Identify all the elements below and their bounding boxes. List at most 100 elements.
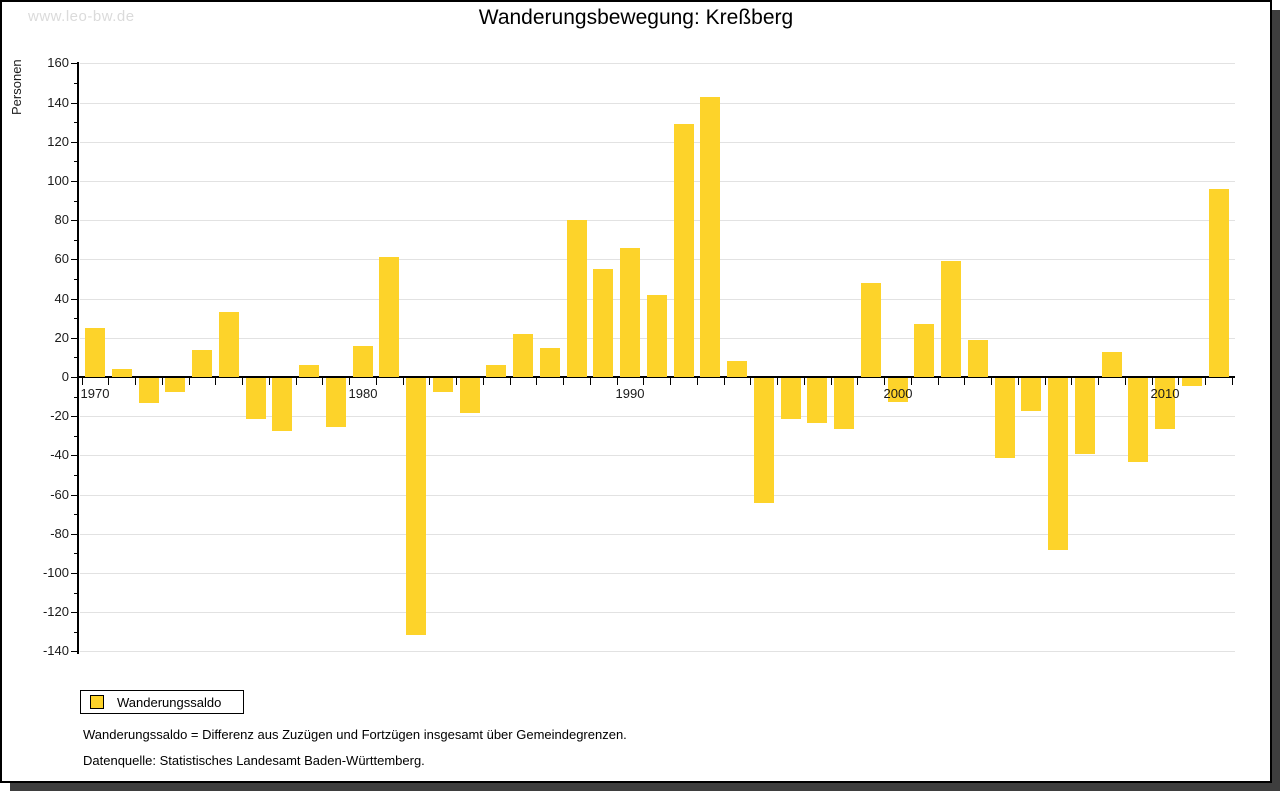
y-axis xyxy=(77,62,79,654)
x-tick-12 xyxy=(403,378,404,385)
bar-1984 xyxy=(460,378,480,413)
watermark: www.leo-bw.de xyxy=(28,8,135,25)
x-tick-19 xyxy=(590,378,591,385)
footnote-definition: Wanderungssaldo = Differenz aus Zuzügen … xyxy=(83,727,627,742)
bar-2004 xyxy=(995,378,1015,458)
x-tick-20 xyxy=(617,378,618,385)
x-tick-18 xyxy=(563,378,564,385)
x-tick-10 xyxy=(349,378,350,385)
bar-1975 xyxy=(219,312,239,377)
y-minor-tick-10 xyxy=(74,357,78,358)
y-tick-label-40: 40 xyxy=(54,291,69,306)
bar-1983 xyxy=(433,378,453,392)
bar-2000 xyxy=(888,378,908,402)
y-tick-60 xyxy=(71,259,78,260)
x-tick-36 xyxy=(1045,378,1046,385)
y-tick-label-140: 140 xyxy=(47,95,69,110)
x-tick-23 xyxy=(697,378,698,385)
x-tick-8 xyxy=(296,378,297,385)
y-tick-40 xyxy=(71,299,78,300)
x-tick-4 xyxy=(189,378,190,385)
x-tick-5 xyxy=(215,378,216,385)
x-tick-3 xyxy=(162,378,163,385)
y-tick-label--40: -40 xyxy=(50,447,69,462)
y-tick-label-100: 100 xyxy=(47,173,69,188)
x-tick-32 xyxy=(938,378,939,385)
bar-1973 xyxy=(165,378,185,392)
y-minor-tick-90 xyxy=(74,201,78,202)
legend-label: Wanderungssaldo xyxy=(117,694,222,710)
y-tick-label--80: -80 xyxy=(50,526,69,541)
y-minor-tick--110 xyxy=(74,593,78,594)
x-tick-38 xyxy=(1098,378,1099,385)
gridline--60 xyxy=(80,495,1235,496)
x-tick-2 xyxy=(135,378,136,385)
y-minor-tick--70 xyxy=(74,514,78,515)
x-tick-label-2000: 2000 xyxy=(883,386,913,401)
x-tick-label-1980: 1980 xyxy=(348,386,378,401)
y-tick--40 xyxy=(71,455,78,456)
y-tick--80 xyxy=(71,534,78,535)
y-tick-label-0: 0 xyxy=(61,369,69,384)
y-minor-tick-30 xyxy=(74,318,78,319)
y-tick-120 xyxy=(71,142,78,143)
window-shadow-bottom xyxy=(10,783,1280,791)
bar-1972 xyxy=(139,378,159,403)
bar-1987 xyxy=(540,348,560,377)
gridline--40 xyxy=(80,455,1235,456)
x-tick-28 xyxy=(831,378,832,385)
gridline-140 xyxy=(80,103,1235,104)
y-minor-tick-110 xyxy=(74,161,78,162)
bar-1997 xyxy=(807,378,827,423)
y-tick-label--60: -60 xyxy=(50,487,69,502)
bar-2007 xyxy=(1075,378,1095,454)
x-tick-15 xyxy=(483,378,484,385)
gridline--80 xyxy=(80,534,1235,535)
bar-2002 xyxy=(941,261,961,377)
y-minor-tick--130 xyxy=(74,632,78,633)
y-tick-0 xyxy=(71,377,78,378)
x-tick-35 xyxy=(1018,378,1019,385)
bar-2001 xyxy=(914,324,934,377)
bar-1999 xyxy=(861,283,881,377)
x-tick-1 xyxy=(108,378,109,385)
gridline-120 xyxy=(80,142,1235,143)
x-tick-label-1990: 1990 xyxy=(615,386,645,401)
y-tick-100 xyxy=(71,181,78,182)
bar-1990 xyxy=(620,248,640,377)
bar-2006 xyxy=(1048,378,1068,550)
gridline-160 xyxy=(80,63,1235,64)
x-tick-7 xyxy=(269,378,270,385)
bar-1991 xyxy=(647,295,667,377)
x-tick-24 xyxy=(724,378,725,385)
y-tick-160 xyxy=(71,63,78,64)
x-tick-17 xyxy=(536,378,537,385)
bar-1979 xyxy=(326,378,346,427)
x-tick-9 xyxy=(322,378,323,385)
x-tick-27 xyxy=(804,378,805,385)
gridline--120 xyxy=(80,612,1235,613)
y-minor-tick--10 xyxy=(74,397,78,398)
gridline--140 xyxy=(80,651,1235,652)
gridline-80 xyxy=(80,220,1235,221)
x-tick-39 xyxy=(1125,378,1126,385)
y-minor-tick-70 xyxy=(74,240,78,241)
x-tick-11 xyxy=(376,378,377,385)
x-tick-41 xyxy=(1178,378,1179,385)
y-minor-tick--50 xyxy=(74,475,78,476)
x-tick-13 xyxy=(429,378,430,385)
bar-1982 xyxy=(406,378,426,635)
bar-1995 xyxy=(754,378,774,503)
x-tick-6 xyxy=(242,378,243,385)
x-tick-31 xyxy=(911,378,912,385)
bar-1993 xyxy=(700,97,720,377)
bar-1977 xyxy=(272,378,292,431)
x-tick-40 xyxy=(1152,378,1153,385)
x-tick-42 xyxy=(1205,378,1206,385)
bar-1988 xyxy=(567,220,587,377)
x-tick-16 xyxy=(510,378,511,385)
y-tick--100 xyxy=(71,573,78,574)
bar-1989 xyxy=(593,269,613,377)
chart-title: Wanderungsbewegung: Kreßberg xyxy=(478,6,794,29)
